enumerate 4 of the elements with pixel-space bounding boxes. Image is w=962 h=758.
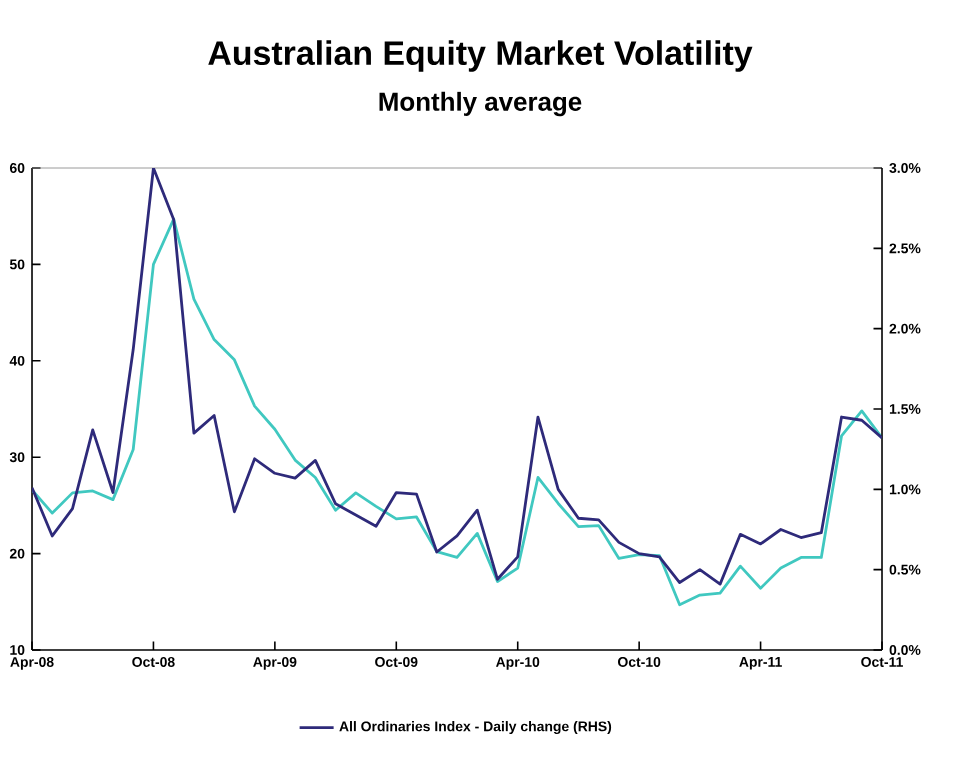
line-series [32,168,883,586]
chart-subtitle: Monthly average [379,91,582,117]
chart-title: Australian Equity Market Volatility [208,40,753,72]
line-series [32,217,883,607]
